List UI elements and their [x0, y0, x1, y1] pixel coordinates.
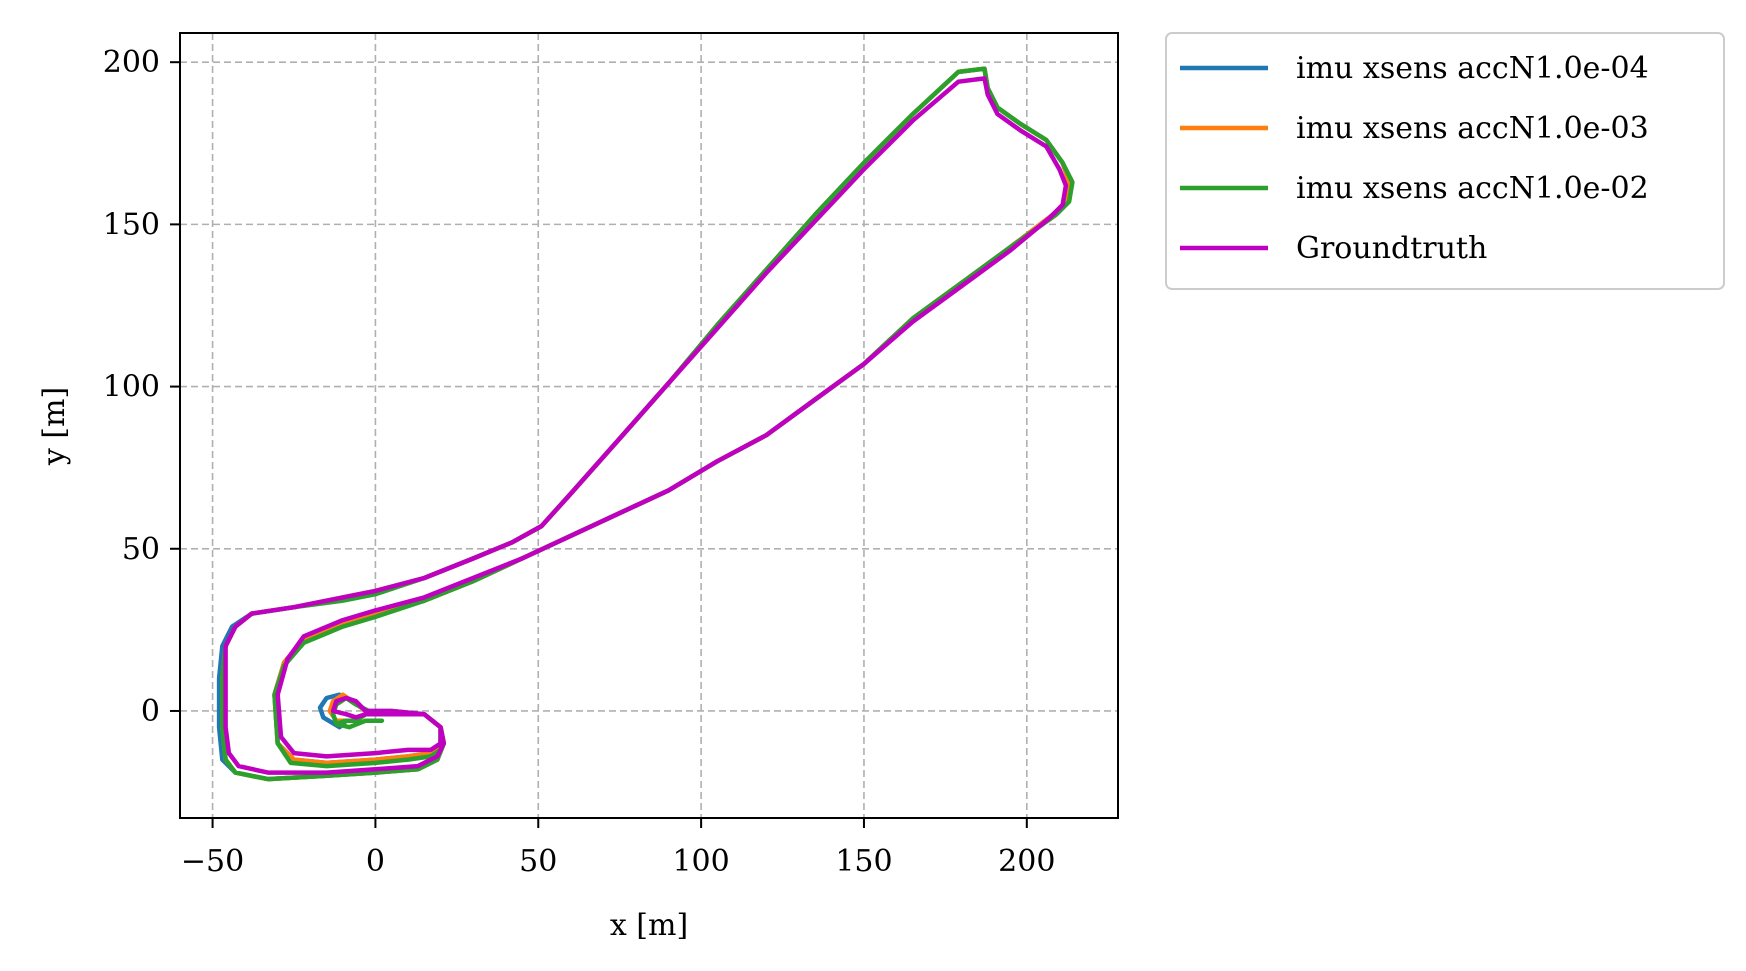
- legend-label: imu xsens accN1.0e-03: [1296, 111, 1649, 146]
- y-axis-ticks: 0 50 100 150 200: [103, 45, 180, 729]
- x-tick-label: 200: [998, 844, 1055, 879]
- y-tick-label: 200: [103, 45, 160, 80]
- y-tick-label: 0: [141, 694, 160, 729]
- x-tick-label: 100: [672, 844, 729, 879]
- plot-area-background: [180, 33, 1118, 818]
- series-line-3: [220, 66, 1075, 782]
- legend-label: Groundtruth: [1296, 231, 1487, 266]
- y-axis-title: y [m]: [37, 387, 72, 466]
- legend-label: imu xsens accN1.0e-02: [1296, 171, 1649, 206]
- x-tick-label: 150: [835, 844, 892, 879]
- y-tick-label: 100: [103, 370, 160, 405]
- x-tick-label: 50: [519, 844, 557, 879]
- legend: imu xsens accN1.0e-04 imu xsens accN1.0e-…: [1165, 32, 1725, 290]
- y-tick-label: 50: [122, 532, 160, 567]
- x-axis-title: x [m]: [610, 908, 688, 943]
- plot-frame: [179, 32, 1119, 819]
- x-tick-label: −50: [181, 844, 244, 879]
- legend-label: imu xsens accN1.0e-04: [1296, 51, 1649, 86]
- x-axis-ticks: −50 0 50 100 150 200: [181, 818, 1055, 879]
- x-tick-label: 0: [366, 844, 385, 879]
- series-layer: [216, 66, 1075, 782]
- legend-frame: [1165, 32, 1725, 290]
- y-tick-label: 150: [103, 207, 160, 242]
- series-line-4: [223, 76, 1069, 775]
